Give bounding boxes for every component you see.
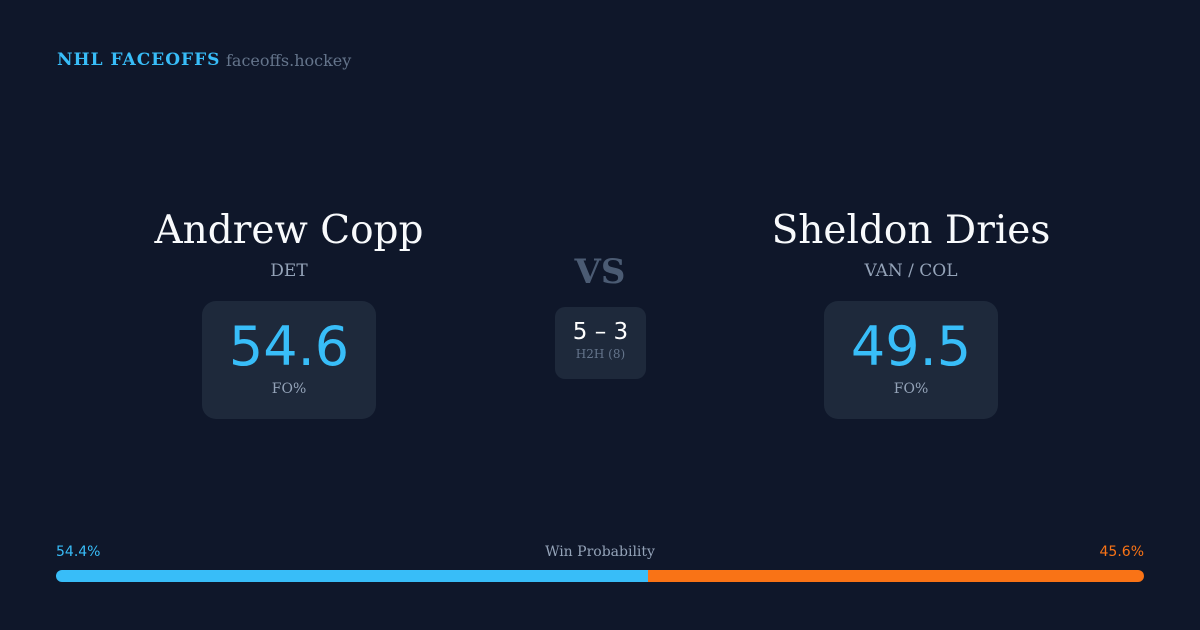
win-probability-bar	[56, 570, 1144, 582]
player-left: Andrew Copp DET 54.6 FO%	[89, 205, 489, 419]
vs-label: VS	[574, 252, 626, 292]
fo-label: FO%	[893, 381, 929, 397]
player-name: Sheldon Dries	[771, 208, 1051, 253]
h2h-score: 5 – 3	[572, 319, 629, 345]
win-probability-label: Win Probability	[545, 544, 655, 560]
player-team: VAN / COL	[864, 261, 958, 281]
fo-label: FO%	[271, 381, 307, 397]
fo-value: 49.5	[850, 315, 972, 378]
h2h-card: 5 – 3 H2H (8)	[555, 307, 646, 379]
site-domain: faceoffs.hockey	[226, 51, 352, 70]
right-fill	[647, 570, 1144, 582]
fo-value: 54.6	[228, 315, 350, 378]
player-team: DET	[270, 261, 308, 281]
right-probability: 45.6%	[1099, 544, 1144, 560]
fo-card: 54.6 FO%	[202, 301, 376, 419]
left-probability: 54.4%	[56, 544, 101, 560]
player-name: Andrew Copp	[154, 208, 424, 253]
player-right: Sheldon Dries VAN / COL 49.5 FO%	[711, 205, 1111, 419]
brand-logo: NHL FACEOFFS	[57, 50, 221, 70]
fo-card: 49.5 FO%	[824, 301, 998, 419]
left-fill	[56, 570, 648, 582]
h2h-label: H2H (8)	[575, 347, 626, 361]
